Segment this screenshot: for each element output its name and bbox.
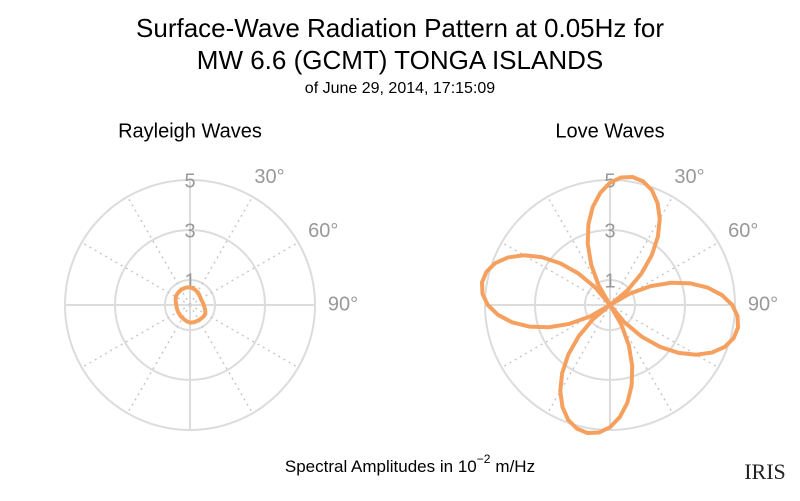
pattern-line xyxy=(173,285,208,325)
theta-tick-label: 30° xyxy=(254,166,284,188)
r-tick-label: 5 xyxy=(184,170,195,192)
pattern-line xyxy=(479,174,741,436)
axis-label-text: Spectral Amplitudes in 10 xyxy=(285,457,477,476)
theta-tick-label: 90° xyxy=(748,293,778,315)
axis-label-unit: m/Hz xyxy=(495,457,535,476)
theta-tick-label: 90° xyxy=(328,293,358,315)
chart-title: Surface-Wave Radiation Pattern at 0.05Hz… xyxy=(136,13,664,43)
logo: IRIS xyxy=(744,459,786,484)
r-tick-label: 3 xyxy=(184,220,195,242)
theta-tick-label: 30° xyxy=(674,166,704,188)
r-tick-label: 3 xyxy=(604,220,615,242)
axis-label: Spectral Amplitudes in 10−2 m/Hz xyxy=(285,452,535,476)
subplot-title: Rayleigh Waves xyxy=(118,120,262,142)
axis-label-exponent: −2 xyxy=(477,452,491,466)
theta-tick-label: 60° xyxy=(728,220,758,242)
r-tick-label: 1 xyxy=(604,270,615,292)
chart-title: MW 6.6 (GCMT) TONGA ISLANDS xyxy=(197,45,603,75)
subplot-title: Love Waves xyxy=(555,120,664,142)
chart-subtitle: of June 29, 2014, 17:15:09 xyxy=(305,80,495,97)
r-tick-label: 1 xyxy=(184,270,195,292)
theta-tick-label: 60° xyxy=(308,220,338,242)
